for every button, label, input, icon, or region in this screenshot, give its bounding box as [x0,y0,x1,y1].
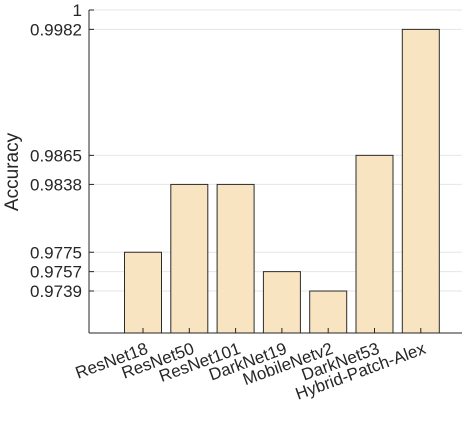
bar-darknet53 [355,154,394,334]
bar-mobilenetv2 [309,290,348,334]
bar-resnet101 [216,183,255,334]
y-tick-label: 0.9982 [30,20,82,39]
y-tick-label: 0.9739 [30,282,82,301]
axes [88,9,462,334]
bar-resnet18 [124,251,162,334]
x-tick-labels: ResNet18ResNet50ResNet101DarkNet19Mobile… [73,339,429,404]
y-tick-label: 0.9838 [30,175,82,194]
y-tick-label: 0.9775 [30,243,82,262]
y-tick-label: 0.9865 [30,146,82,165]
y-axis-label: Accuracy [2,132,23,211]
y-tick-label: 1 [73,1,82,20]
bar-resnet50 [170,183,209,334]
y-tick-label: 0.9757 [30,263,82,282]
bar-hybrid-patch-alex [401,28,440,334]
bars [124,28,440,334]
bar-darknet19 [262,271,301,334]
